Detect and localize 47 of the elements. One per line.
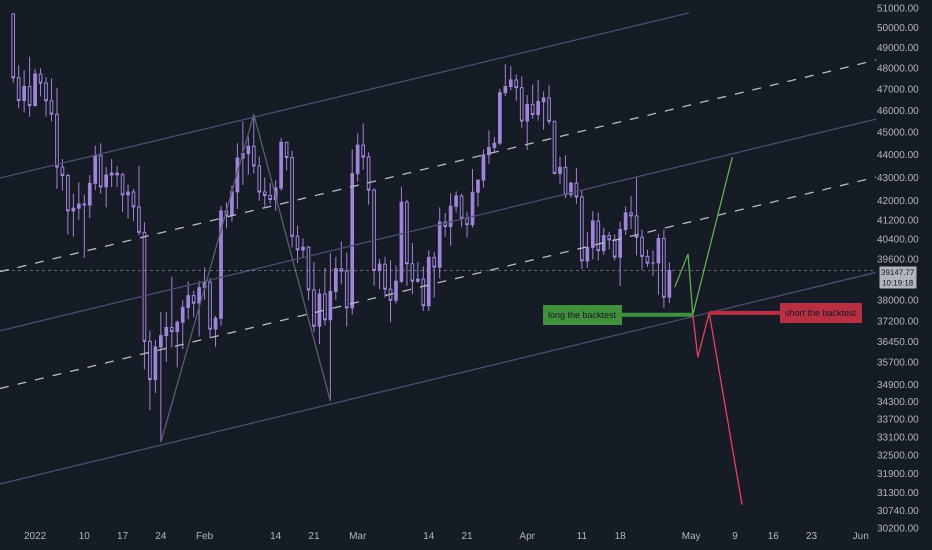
x-tick-label: 18	[614, 531, 626, 542]
x-tick-label: Feb	[196, 531, 214, 542]
y-tick-label: 30200.00	[877, 524, 920, 534]
y-tick-label: 42000.00	[877, 196, 920, 208]
ref-line-label: 39147.77 10:19:18	[881, 268, 915, 288]
x-tick-label: May	[682, 531, 701, 542]
x-tick-label: Apr	[519, 531, 536, 542]
x-tick-label: 11	[576, 531, 588, 542]
y-tick-label: 37200.00	[877, 316, 920, 328]
y-tick-label: 46000.00	[877, 106, 920, 117]
x-tick-label: 2022	[24, 531, 47, 542]
annotation: short the backtest	[785, 308, 857, 318]
x-tick-label: 17	[117, 531, 129, 542]
y-tick-label: 50000.00	[877, 23, 920, 34]
x-tick-label: 21	[461, 531, 474, 542]
y-tick-label: 32500.00	[877, 450, 920, 462]
y-tick-label: 34300.00	[877, 397, 920, 408]
y-tick-label: 33700.00	[877, 414, 920, 426]
y-tick-label: 39600.00	[877, 254, 920, 266]
x-tick-label: 23	[806, 531, 818, 542]
y-tick-label: 35700.00	[877, 357, 920, 368]
annotation: long the backtest	[548, 310, 617, 320]
x-tick-label: 9	[732, 531, 738, 542]
x-tick-label: 24	[155, 531, 167, 542]
x-tick-label: Mar	[349, 531, 367, 542]
y-tick-label: 40400.00	[877, 234, 920, 246]
y-tick-label: 43000.00	[877, 172, 920, 184]
y-tick-label: 47000.00	[877, 84, 920, 96]
y-tick-label: 34900.00	[877, 380, 920, 391]
y-tick-label: 30740.00	[877, 506, 920, 517]
x-tick-label: 21	[308, 531, 320, 542]
y-tick-label: 51000.00	[877, 4, 920, 14]
y-tick-label: 36450.00	[877, 336, 920, 348]
y-tick-label: 31900.00	[877, 469, 920, 480]
y-tick-label: 31300.00	[877, 488, 920, 499]
y-tick-label: 49000.00	[877, 43, 920, 54]
x-tick-label: 16	[768, 531, 780, 542]
x-tick-label: 10	[78, 531, 90, 542]
y-tick-label: 45000.00	[877, 128, 920, 139]
x-tick-label: 14	[270, 531, 282, 542]
y-tick-label: 44000.00	[877, 150, 920, 162]
x-tick-label: 14	[423, 531, 435, 542]
y-tick-label: 33100.00	[877, 432, 920, 444]
y-tick-label: 41200.00	[877, 215, 920, 226]
x-tick-label: Jun	[852, 531, 869, 542]
y-tick-label: 38000.00	[877, 296, 920, 306]
y-tick-label: 48000.00	[877, 64, 920, 75]
